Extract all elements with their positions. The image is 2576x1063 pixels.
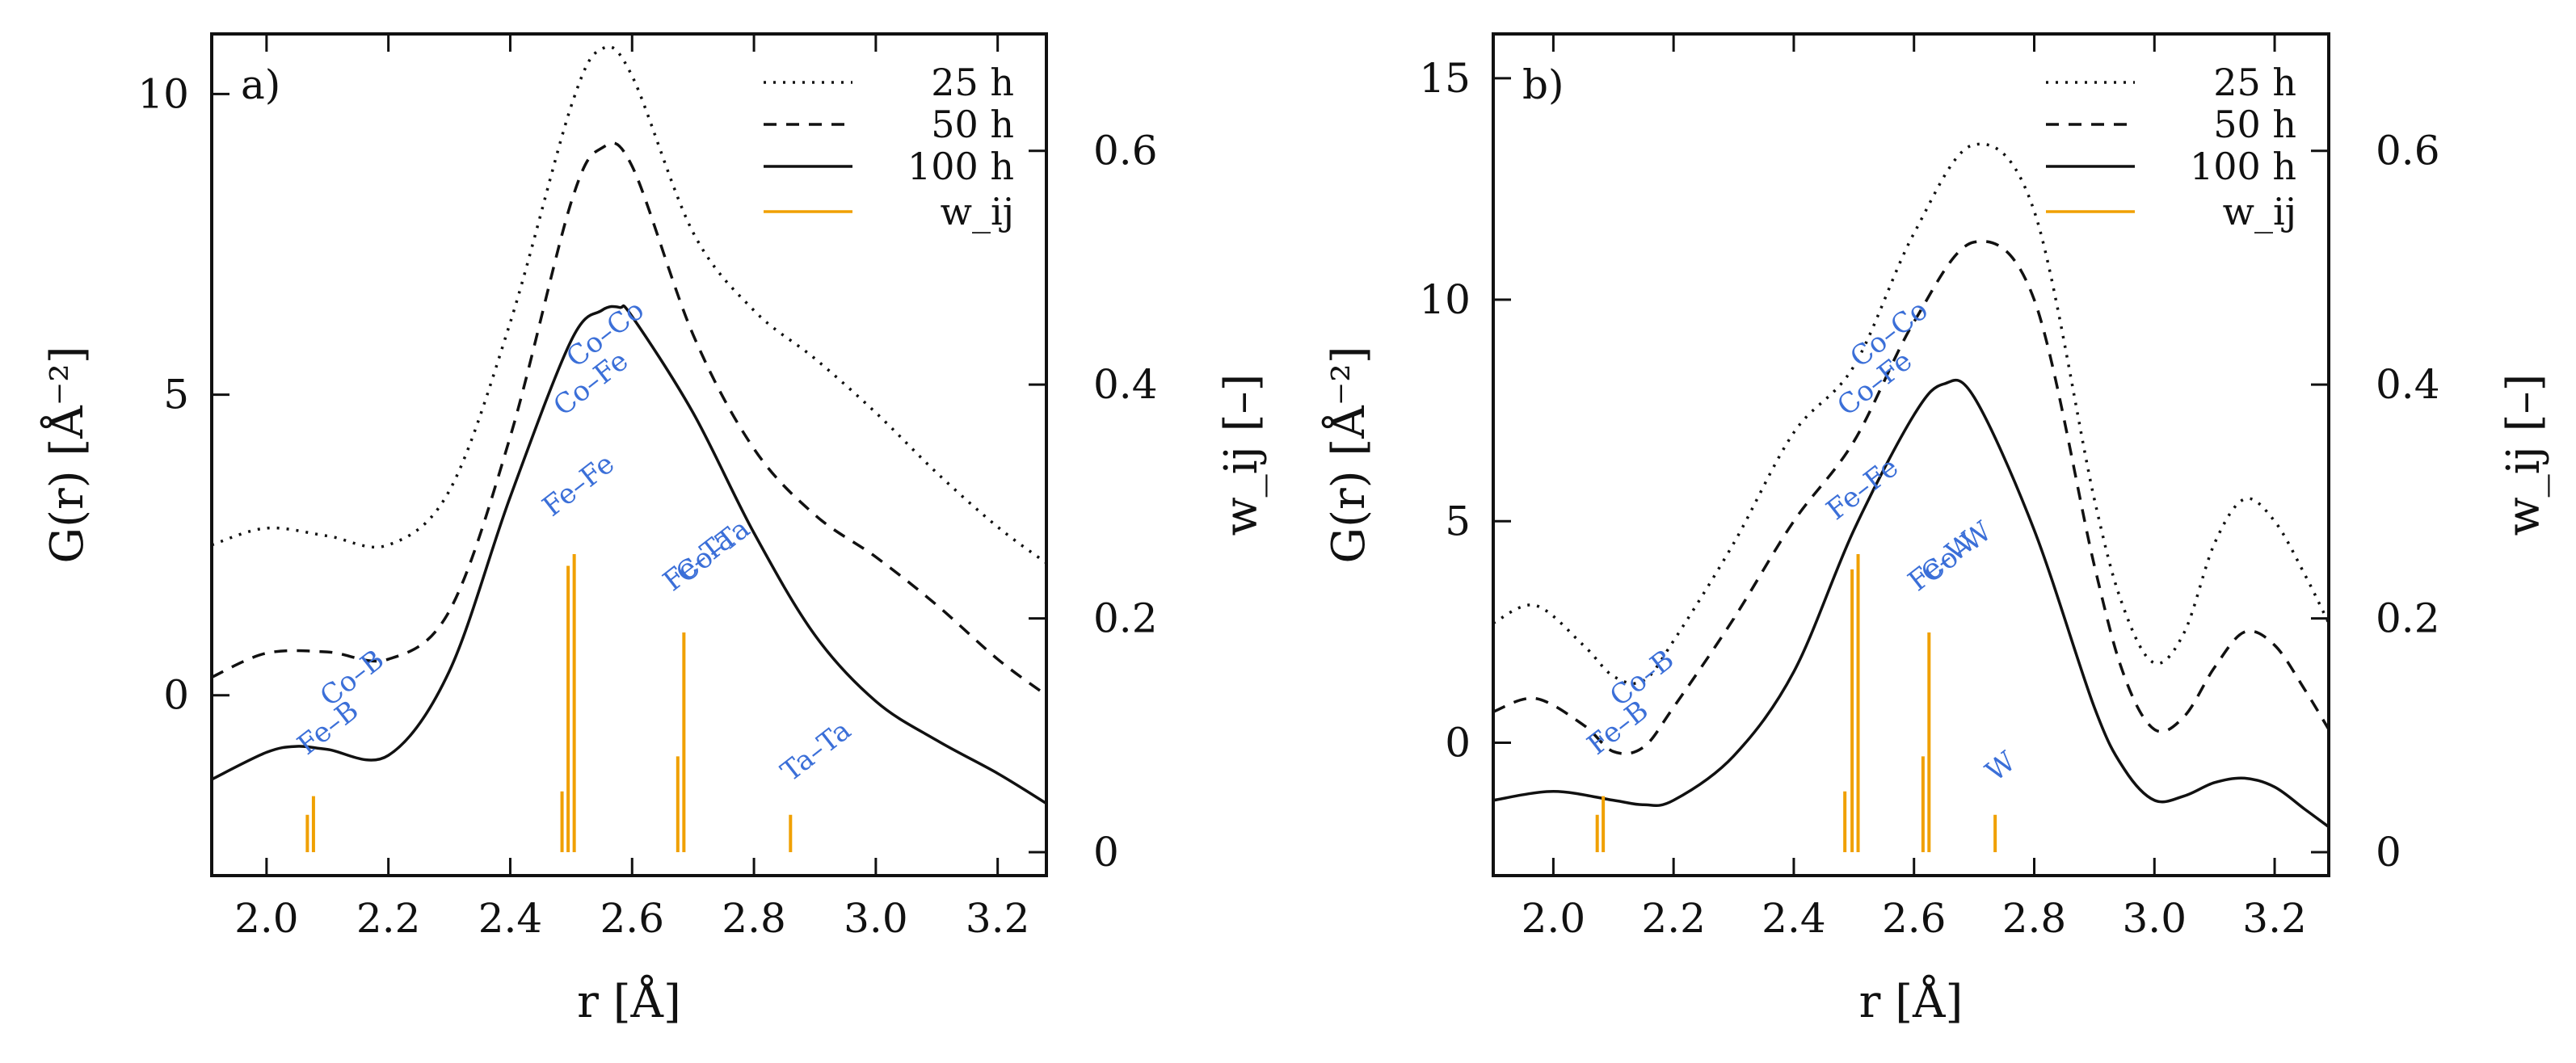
pair-label-4: Fe–Fe (537, 447, 621, 523)
legend-label-25h: 25 h (931, 61, 1014, 104)
legend-label-25h: 25 h (2213, 61, 2296, 104)
y-tick-label-3: 15 (1419, 55, 1471, 102)
pair-label-0: Co–B (1604, 644, 1680, 713)
panel-b: 2.0 2.2 2.4 2.6 2.8 3.0 3.2 0 5 10 15 0 0.2 0.4 0.6 Co… (1321, 32, 2550, 1028)
y-right-tick-label-1: 0.2 (2376, 595, 2440, 642)
panel-label: a) (241, 61, 280, 108)
pair-label-7: Ta–Ta (775, 714, 857, 788)
x-tick-label-1: 2.2 (356, 895, 421, 942)
series-line-1 (1492, 240, 2330, 755)
y-tick-label-1: 5 (1445, 498, 1471, 544)
x-tick-label-5: 3.0 (2123, 895, 2187, 942)
legend-label-100h: 100 h (907, 145, 1014, 188)
y-axis-right-label: w_ij [–] (2498, 374, 2550, 536)
y-axis-label: G(r) [Å⁻²] (40, 346, 94, 563)
legend-label-100h: 100 h (2190, 145, 2296, 188)
legend: 25 h 50 h 100 h w_ij (2046, 61, 2296, 233)
x-axis-label: r [Å] (577, 974, 681, 1028)
x-tick-label-2: 2.4 (1762, 895, 1826, 942)
y-tick-label-1: 5 (163, 372, 189, 418)
series-line-0 (211, 45, 1048, 565)
pair-label-4: Fe–Fe (1820, 451, 1905, 527)
y-right-tick-label-3: 0.6 (2376, 128, 2440, 174)
y-axis-label: G(r) [Å⁻²] (1321, 346, 1375, 563)
series-line-2 (211, 304, 1047, 805)
x-axis-label: r [Å] (1859, 974, 1964, 1028)
y-right-tick-label-2: 0.4 (1093, 361, 1158, 408)
y-tick-label-2: 10 (1419, 276, 1471, 323)
x-tick-label-5: 3.0 (844, 895, 908, 942)
x-tick-label-0: 2.0 (1522, 895, 1586, 942)
pair-label-7: W (1980, 746, 2022, 788)
x-tick-label-6: 3.2 (2242, 895, 2307, 942)
x-tick-label-3: 2.6 (600, 895, 665, 942)
x-tick-label-2: 2.4 (478, 895, 543, 942)
y-tick-label-2: 10 (137, 70, 189, 117)
x-tick-label-3: 2.6 (1882, 895, 1947, 942)
y-right-tick-label-1: 0.2 (1093, 595, 1158, 642)
y-right-tick-label-0: 0 (2376, 829, 2401, 876)
legend-label-wij: w_ij (2223, 190, 2296, 233)
y-tick-label-0: 0 (163, 672, 189, 719)
panel-a: 2.0 2.2 2.4 2.6 2.8 3.0 3.2 0 5 10 0 0.2 0.4 0.6 Co–B… (40, 32, 1268, 1028)
x-tick-label-0: 2.0 (234, 895, 299, 942)
series-line-0 (1492, 142, 2330, 685)
y-tick-label-0: 0 (1445, 719, 1471, 766)
legend: 25 h 50 h 100 h w_ij (764, 61, 1014, 233)
plot-frame (1492, 32, 2330, 877)
x-tick-label-4: 2.8 (722, 895, 786, 942)
y-right-tick-label-3: 0.6 (1093, 128, 1158, 174)
x-tick-label-1: 2.2 (1641, 895, 1706, 942)
legend-label-wij: w_ij (941, 190, 1014, 233)
x-tick-label-6: 3.2 (966, 895, 1030, 942)
y-right-tick-label-0: 0 (1093, 829, 1119, 876)
legend-label-50h: 50 h (931, 103, 1014, 146)
y-axis-right-label: w_ij [–] (1215, 374, 1268, 536)
series-line-2 (1492, 379, 2330, 829)
series-line-1 (211, 141, 1048, 697)
plot-frame (210, 32, 1048, 877)
x-tick-label-4: 2.8 (2002, 895, 2067, 942)
pair-label-0: Co–B (314, 644, 390, 713)
y-right-tick-label-2: 0.4 (2376, 361, 2440, 408)
pair-label-6: Fe–Ta (657, 523, 740, 598)
panel-label: b) (1522, 61, 1564, 108)
legend-label-50h: 50 h (2213, 103, 2296, 146)
